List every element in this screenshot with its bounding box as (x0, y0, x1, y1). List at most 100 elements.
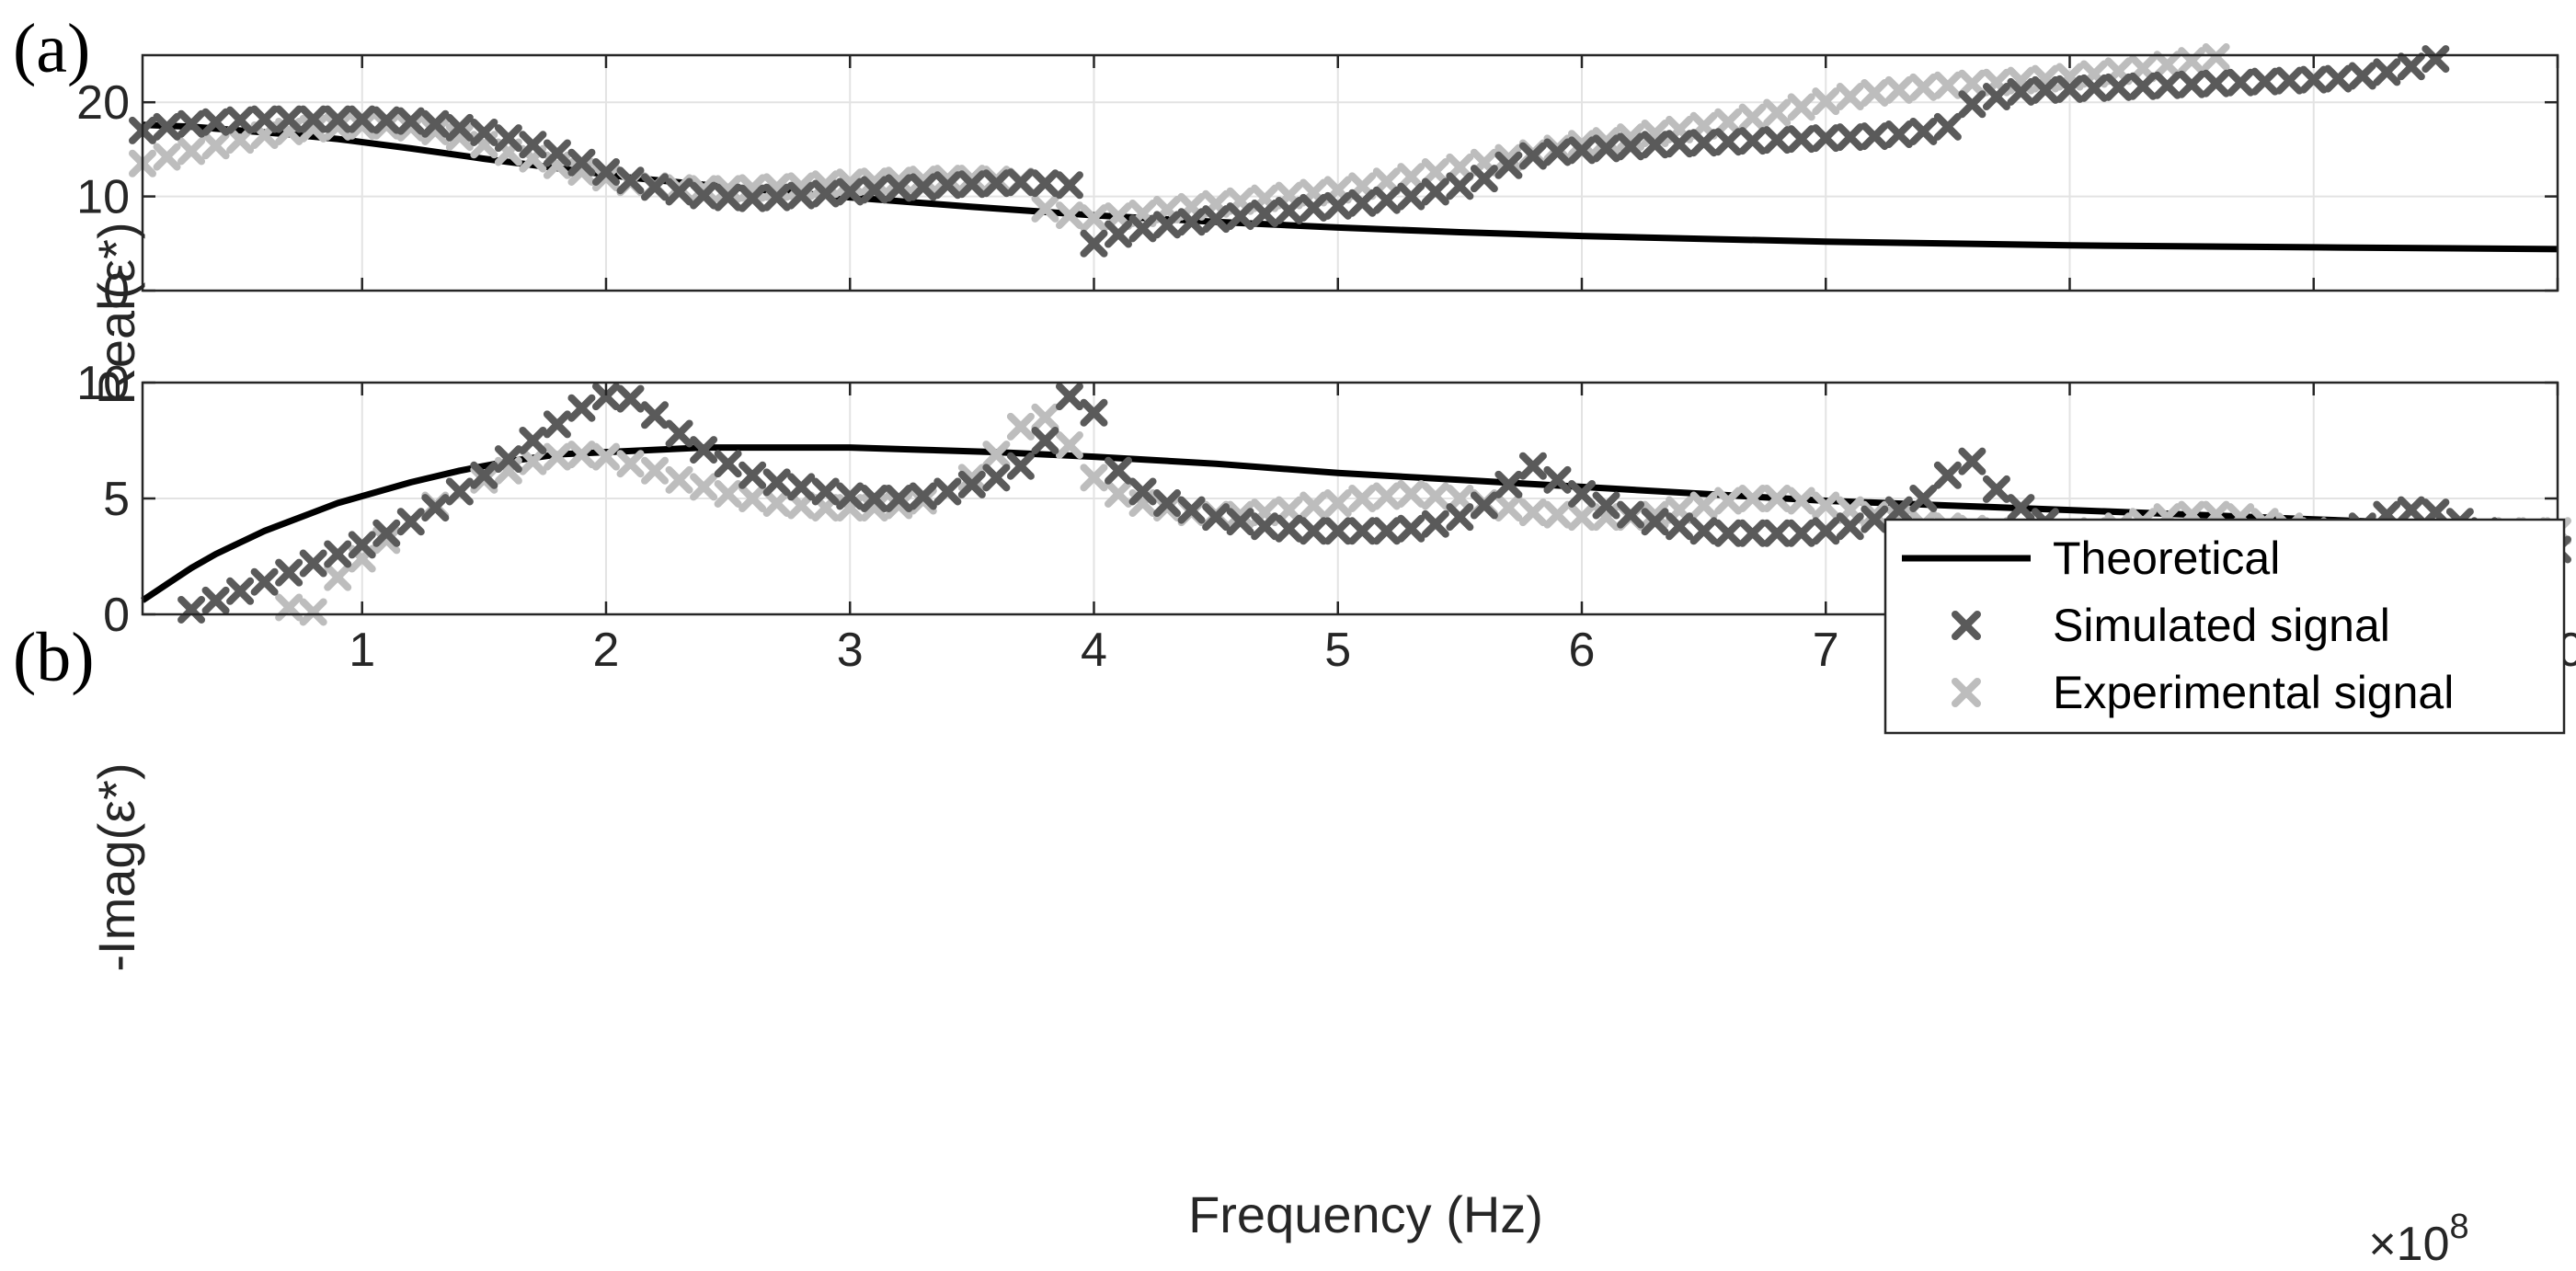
simulated-point-stroke (591, 157, 620, 186)
simulated-point (714, 183, 742, 212)
simulated-point (494, 445, 522, 474)
simulated-point (421, 494, 450, 522)
simulated-point (1275, 514, 1303, 543)
simulated-point-stroke (1275, 514, 1303, 543)
simulated-point-stroke (177, 595, 206, 624)
simulated-point (519, 131, 547, 159)
simulated-point (1836, 512, 1864, 541)
y-tick-label: 0 (103, 589, 130, 642)
experimental-point (616, 450, 645, 478)
experimental-point-stroke (1543, 500, 1572, 529)
experimental-point (1763, 485, 1792, 512)
simulated-point-stroke (811, 477, 840, 506)
simulated-point-stroke (909, 173, 937, 201)
simulated-point (762, 183, 791, 212)
experimental-point-stroke (226, 126, 255, 155)
experimental-point-stroke (1860, 78, 1889, 107)
simulated-point (1982, 475, 2010, 503)
experimental-point (2153, 51, 2181, 79)
simulated-point (1202, 503, 1231, 532)
simulated-point (2250, 67, 2279, 96)
simulated-point (1153, 211, 1182, 239)
simulated-point-stroke (1105, 220, 1133, 248)
experimental-point (372, 526, 401, 555)
panel-a-y-axis-label: Real(ε*) (87, 222, 145, 405)
simulated-point (2397, 496, 2425, 524)
simulated-point (1105, 220, 1133, 248)
experimental-point-stroke (1446, 153, 1474, 181)
simulated-point-stroke (1421, 510, 1449, 538)
experimental-point-stroke (762, 489, 791, 518)
experimental-point (1763, 98, 1792, 127)
panel-a-chart: (a) 0 10 20 Real(ε*) (13, 10, 2559, 406)
simulated-point-stroke (348, 105, 376, 133)
simulated-point-stroke (1641, 508, 1669, 536)
experimental-point-stroke (885, 166, 913, 195)
simulated-point (957, 170, 986, 199)
simulated-point (1518, 142, 1547, 170)
simulated-point-stroke (421, 494, 450, 522)
simulated-point (1470, 491, 1498, 520)
simulated-point (1617, 500, 1645, 529)
simulated-point (1446, 503, 1474, 532)
simulated-point-stroke (714, 183, 742, 212)
simulated-point-stroke (1567, 479, 1596, 508)
simulated-point-stroke (1153, 211, 1182, 239)
simulated-point-stroke (1689, 517, 1718, 545)
experimental-point-stroke (690, 175, 718, 203)
x-tick-label: 4 (1081, 624, 1107, 677)
experimental-point (421, 117, 450, 145)
experimental-point (1812, 491, 1840, 520)
experimental-point (1787, 487, 1815, 515)
simulated-point-stroke (2080, 74, 2109, 102)
simulated-point-stroke (519, 131, 547, 159)
panel-b-label: (b) (13, 619, 95, 696)
experimental-point (1006, 412, 1035, 441)
y-tick-label: 0 (103, 265, 130, 318)
experimental-point-stroke (372, 111, 401, 140)
x-tick-label: 2 (593, 624, 620, 677)
simulated-point-stroke (1226, 202, 1254, 231)
experimental-point-stroke (1763, 485, 1792, 512)
x-tick-label: 6 (1569, 624, 1596, 677)
simulated-point-stroke (616, 384, 645, 413)
simulated-point (299, 105, 327, 133)
simulated-point-stroke (250, 105, 279, 133)
simulated-point (324, 540, 352, 568)
simulated-point (1397, 182, 1425, 211)
simulated-point (470, 461, 498, 489)
simulated-point-stroke (1055, 171, 1083, 200)
experimental-point-stroke (153, 143, 181, 171)
experimental-point (957, 464, 986, 492)
simulated-point (2397, 52, 2425, 81)
simulated-point (396, 107, 425, 135)
experimental-point-stroke (1738, 485, 1767, 512)
simulated-point-stroke (1714, 128, 1743, 156)
experimental-point-stroke (1592, 127, 1620, 155)
simulated-point (1105, 456, 1133, 485)
panel-b-y-axis-label: -Imag(ε*) (87, 762, 145, 971)
simulated-point-stroke (1006, 168, 1035, 197)
simulated-point (1494, 470, 1523, 498)
simulated-point (348, 105, 376, 133)
experimental-point (1884, 75, 1913, 104)
experimental-point-stroke (1641, 500, 1669, 529)
simulated-point (2299, 65, 2328, 94)
experimental-point-stroke (1958, 69, 1986, 97)
simulated-point (1055, 383, 1083, 411)
simulated-point (1836, 123, 1864, 152)
simulated-point-stroke (2227, 68, 2255, 97)
simulated-point (1251, 512, 1279, 541)
experimental-point (1592, 127, 1620, 155)
legend-simulated-swatch (1952, 611, 1981, 640)
experimental-point (665, 465, 693, 494)
simulated-point (1128, 214, 1157, 243)
experimental-point-stroke (957, 464, 986, 492)
experimental-point (1080, 464, 1108, 492)
simulated-point-stroke (1055, 383, 1083, 411)
experimental-point (1055, 201, 1083, 230)
experimental-point-stroke (1689, 491, 1718, 520)
simulated-point (226, 577, 255, 605)
simulated-point (2007, 494, 2035, 522)
simulated-point-stroke (2275, 66, 2304, 95)
